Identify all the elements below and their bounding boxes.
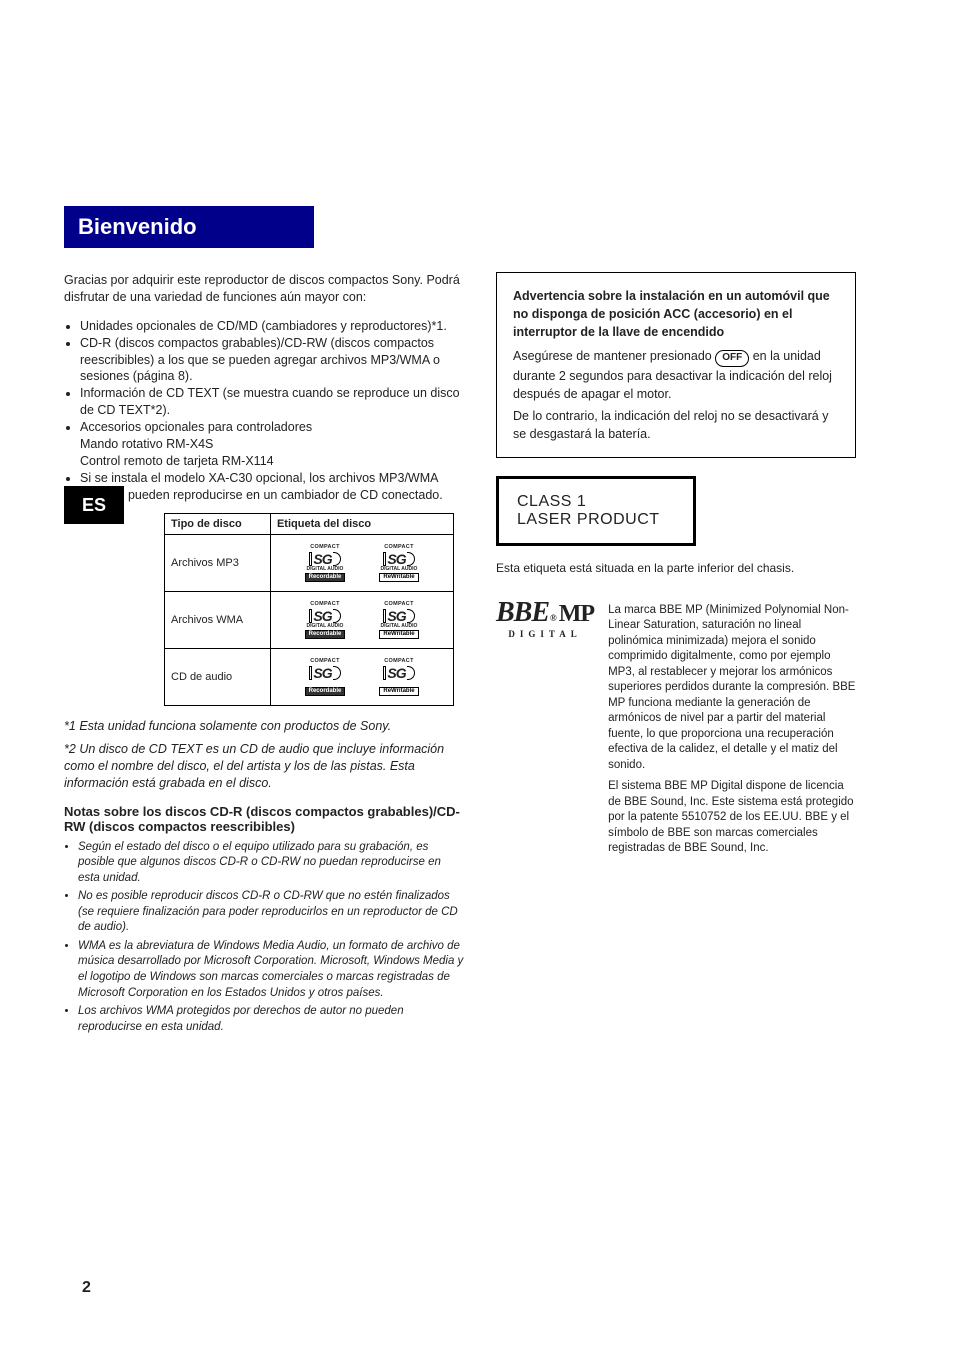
laser-line-1: CLASS 1 <box>517 493 675 511</box>
footnote-1-text: Esta unidad funciona solamente con produ… <box>79 719 391 733</box>
feature-list: Unidades opcionales de CD/MD (cambiadore… <box>80 318 464 504</box>
page: Bienvenido Gracias por adquirir este rep… <box>0 0 954 1078</box>
footnote-2-text: Un disco de CD TEXT es un CD de audio qu… <box>64 742 444 790</box>
table-row: Archivos MP3 COMPACT SG DIGITAL AUDIO Re… <box>165 535 454 592</box>
feature-item: Si se instala el modelo XA-C30 opcional,… <box>80 470 464 504</box>
cell-type: CD de audio <box>165 649 271 706</box>
section-heading: Bienvenido <box>64 206 314 248</box>
note-item: Los archivos WMA protegidos por derechos… <box>78 1004 464 1035</box>
cd-rewritable-logo: COMPACT SG ReWritable <box>369 653 429 701</box>
laser-product-label: CLASS 1 LASER PRODUCT <box>496 476 696 546</box>
cd-recordable-digital-audio-logo: COMPACT SG DIGITAL AUDIO Recordable <box>295 539 355 587</box>
bbe-paragraph-2: El sistema BBE MP Digital dispone de lic… <box>608 779 856 857</box>
laser-note: Esta etiqueta está situada en la parte i… <box>496 560 856 576</box>
cell-type: Archivos MP3 <box>165 535 271 592</box>
col-header-label: Etiqueta del disco <box>270 514 453 535</box>
notes-subheading: Notas sobre los discos CD-R (discos comp… <box>64 804 464 834</box>
two-column-layout: Gracias por adquirir este reproductor de… <box>64 272 890 1038</box>
left-column: Gracias por adquirir este reproductor de… <box>64 272 464 1038</box>
footnote-1-label: *1 <box>64 719 76 733</box>
footnote-2: *2 Un disco de CD TEXT es un CD de audio… <box>64 741 464 792</box>
warning-title: Advertencia sobre la instalación en un a… <box>513 287 839 341</box>
language-tab: ES <box>64 486 124 524</box>
table-row: CD de audio COMPACT SG Recordable COMPAC… <box>165 649 454 706</box>
table-header-row: Tipo de disco Etiqueta del disco <box>165 514 454 535</box>
cd-rewritable-digital-audio-logo: COMPACT SG DIGITAL AUDIO ReWritable <box>369 596 429 644</box>
warning-body-2: De lo contrario, la indicación del reloj… <box>513 407 839 443</box>
right-column: Advertencia sobre la instalación en un a… <box>496 272 856 1038</box>
warning-box: Advertencia sobre la instalación en un a… <box>496 272 856 458</box>
cd-recordable-logo: COMPACT SG Recordable <box>295 653 355 701</box>
bbe-paragraph-1: La marca BBE MP (Minimized Polynomial No… <box>608 603 856 774</box>
notes-list: Según el estado del disco o el equipo ut… <box>78 840 464 1035</box>
table-row: Archivos WMA COMPACT SG DIGITAL AUDIO Re… <box>165 592 454 649</box>
cell-logos: COMPACT SG DIGITAL AUDIO Recordable COMP… <box>270 592 453 649</box>
off-button-icon: OFF <box>715 350 749 367</box>
feature-item: Información de CD TEXT (se muestra cuand… <box>80 385 464 419</box>
laser-line-2: LASER PRODUCT <box>517 511 675 529</box>
bbe-mp-logo: BBE®MP DIGITAL <box>496 597 594 639</box>
cd-rewritable-digital-audio-logo: COMPACT SG DIGITAL AUDIO ReWritable <box>369 539 429 587</box>
footnote-2-label: *2 <box>64 742 76 756</box>
feature-item: CD-R (discos compactos grabables)/CD-RW … <box>80 335 464 386</box>
feature-item: Unidades opcionales de CD/MD (cambiadore… <box>80 318 464 335</box>
footnote-1: *1 Esta unidad funciona solamente con pr… <box>64 718 464 735</box>
note-item: WMA es la abreviatura de Windows Media A… <box>78 939 464 1001</box>
cell-logos: COMPACT SG DIGITAL AUDIO Recordable COMP… <box>270 535 453 592</box>
warning-body: Asegúrese de mantener presionado OFF en … <box>513 347 839 403</box>
bbe-section: BBE®MP DIGITAL La marca BBE MP (Minimize… <box>496 597 856 857</box>
col-header-type: Tipo de disco <box>165 514 271 535</box>
page-number: 2 <box>82 1279 91 1297</box>
disc-type-table: Tipo de disco Etiqueta del disco Archivo… <box>164 513 454 706</box>
intro-paragraph: Gracias por adquirir este reproductor de… <box>64 272 464 306</box>
note-item: Según el estado del disco o el equipo ut… <box>78 840 464 887</box>
cell-type: Archivos WMA <box>165 592 271 649</box>
feature-item: Accesorios opcionales para controladores… <box>80 419 464 470</box>
cell-logos: COMPACT SG Recordable COMPACT SG ReWrita… <box>270 649 453 706</box>
cd-recordable-digital-audio-logo: COMPACT SG DIGITAL AUDIO Recordable <box>295 596 355 644</box>
note-item: No es posible reproducir discos CD-R o C… <box>78 889 464 936</box>
